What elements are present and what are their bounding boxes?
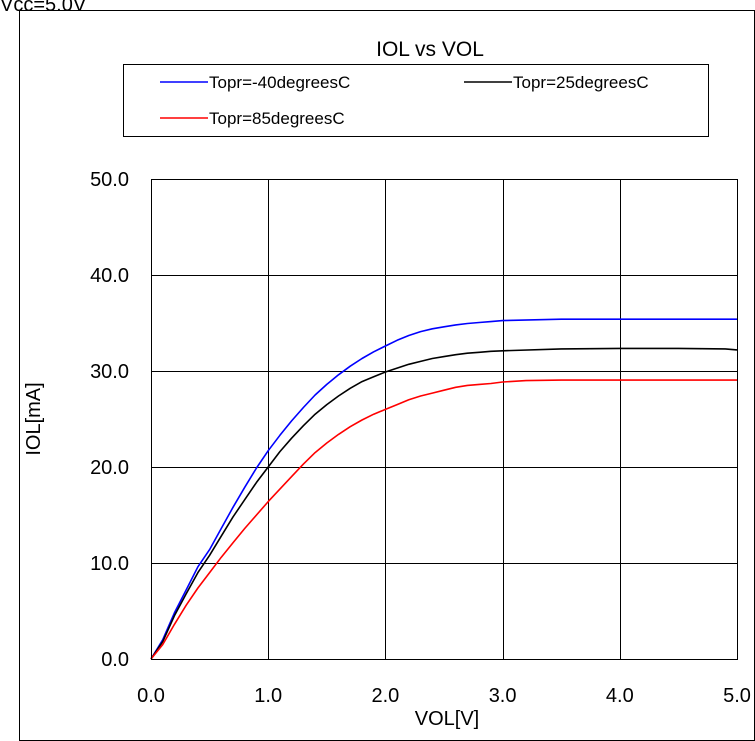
series-line-3 xyxy=(150,379,737,660)
x-tick-label-3: 3.0 xyxy=(489,685,517,707)
y-axis-ticks: 0.0 10.0 20.0 30.0 40.0 50.0 xyxy=(90,169,129,671)
y-tick-label-2: 20.0 xyxy=(90,457,129,479)
legend-label-series-2: Topr=25degreesC xyxy=(513,73,649,92)
legend-box xyxy=(123,64,709,137)
y-tick-label-1: 10.0 xyxy=(90,553,129,575)
y-axis-label: IOL[mA] xyxy=(23,382,45,455)
y-tick-label-5: 50.0 xyxy=(90,169,129,191)
plot-area-border xyxy=(151,179,738,660)
chart-title: IOL vs VOL xyxy=(376,38,484,61)
vcc-note: Vcc=5.0V xyxy=(0,0,87,16)
x-tick-label-5: 5.0 xyxy=(723,685,751,707)
x-axis-ticks: 0.0 1.0 2.0 3.0 4.0 5.0 xyxy=(137,685,751,707)
legend: Topr=-40degreesC Topr=25degreesC Topr=85… xyxy=(123,64,709,137)
series-line-1 xyxy=(150,318,737,660)
y-tick-label-0: 0.0 xyxy=(101,649,129,671)
y-tick-label-3: 30.0 xyxy=(90,361,129,383)
legend-label-series-1: Topr=-40degreesC xyxy=(209,73,350,92)
x-tick-label-4: 4.0 xyxy=(606,685,634,707)
y-tick-label-4: 40.0 xyxy=(90,265,129,287)
x-tick-label-0: 0.0 xyxy=(137,685,165,707)
x-tick-label-1: 1.0 xyxy=(254,685,282,707)
series-line-2 xyxy=(150,347,738,660)
plot-lines xyxy=(150,318,738,660)
x-axis-label: VOL[V] xyxy=(415,708,479,730)
x-tick-label-2: 2.0 xyxy=(371,685,399,707)
legend-label-series-3: Topr=85degreesC xyxy=(209,109,345,128)
